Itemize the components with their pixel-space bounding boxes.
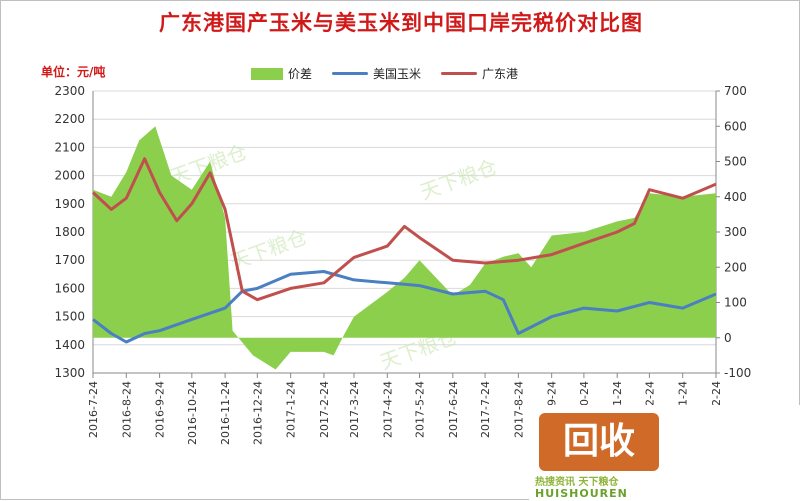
legend-swatch-us-corn: [332, 72, 369, 75]
y-tick-label: 1700: [54, 253, 85, 267]
logo-subtitle: 热搜资讯 天下粮仓: [535, 477, 619, 488]
x-tick-label: 2017-8-24: [512, 381, 525, 438]
legend-label-guangdong: 广东港: [482, 67, 519, 81]
y2-tick-label: 100: [724, 296, 747, 310]
y-tick-label: 1800: [54, 225, 85, 239]
watermark: 天下粮仓: [417, 154, 500, 204]
legend-swatch-guangdong: [441, 72, 478, 75]
y-tick-label: 1900: [54, 197, 85, 211]
x-tick-label: 2016-12-24: [251, 381, 264, 445]
y2-tick-label: 300: [724, 225, 747, 239]
x-tick-label: 2017-4-24: [381, 381, 394, 438]
y2-tick-label: 600: [724, 119, 747, 133]
y-tick-label: 1400: [54, 338, 85, 352]
legend-label-us-corn: 美国玉米: [373, 67, 422, 81]
unit-label: 单位：元/吨: [41, 65, 106, 79]
logo-overlay: 回收 热搜资讯 天下粮仓 HUISHOUREN: [529, 405, 800, 501]
legend-item-spread: 价差: [251, 65, 312, 82]
legend: 价差 美国玉米 广东港: [251, 65, 518, 82]
y2-tick-label: 0: [724, 331, 732, 345]
x-tick-label: 2016-10-24: [186, 381, 199, 445]
x-tick-label: 2017-6-24: [447, 381, 460, 438]
legend-item-us-corn: 美国玉米: [332, 65, 421, 82]
x-tick-label: 2017-2-24: [318, 381, 331, 438]
y-tick-label: 2200: [54, 112, 85, 126]
legend-swatch-spread: [251, 67, 283, 80]
x-tick-label: 2016-7-24: [87, 381, 100, 438]
y2-tick-label: 500: [724, 155, 747, 169]
y2-tick-label: 400: [724, 190, 747, 204]
chart-title: 广东港国产玉米与美玉米到中国口岸完税价对比图: [159, 10, 643, 35]
x-tick-label: 2016-11-24: [219, 381, 232, 445]
y2-tick-label: -100: [724, 366, 751, 380]
y2-tick-label: 200: [724, 260, 747, 274]
series-area-spread: [93, 126, 716, 370]
y2-tick-label: 700: [724, 84, 747, 98]
x-tick-label: 2017-3-24: [348, 381, 361, 438]
y-tick-label: 2100: [54, 140, 85, 154]
series-line-us-corn: [92, 270, 717, 344]
y-tick-label: 1300: [54, 366, 85, 380]
series-line-guangdong: [91, 157, 717, 302]
x-tick-label: 2017-5-24: [414, 381, 427, 438]
legend-item-guangdong: 广东港: [441, 65, 518, 82]
y-tick-label: 1500: [54, 310, 85, 324]
y-tick-label: 2300: [54, 84, 85, 98]
logo-english: HUISHOUREN: [535, 487, 628, 500]
x-tick-label: 2016-8-24: [120, 381, 133, 438]
logo-mark: 回收: [539, 413, 659, 471]
x-tick-label: 2017-1-24: [285, 381, 298, 438]
x-tick-label: 2017-7-24: [479, 381, 492, 438]
legend-label-spread: 价差: [288, 67, 313, 81]
y-tick-label: 1600: [54, 281, 85, 295]
y-tick-label: 2000: [54, 169, 85, 183]
x-tick-label: 2016-9-24: [154, 381, 167, 438]
